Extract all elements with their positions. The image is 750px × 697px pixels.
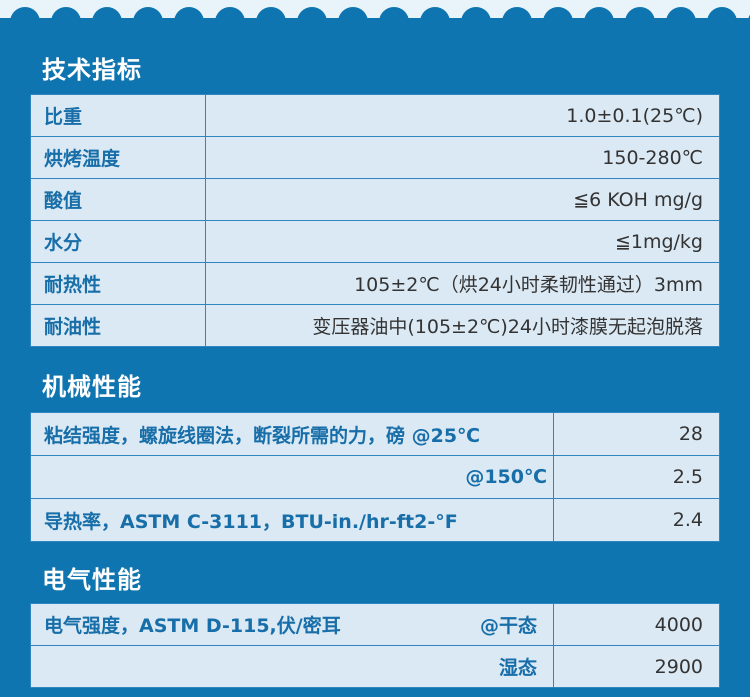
scallop	[51, 7, 81, 37]
scallop	[379, 7, 409, 37]
scallop	[707, 7, 737, 37]
row-condition: @干态	[479, 615, 537, 637]
row-value: 2.4	[553, 498, 720, 542]
scallop	[420, 7, 450, 37]
table-row: 电气强度，ASTM D-115,伏/密耳 @干态 4000	[30, 603, 720, 646]
scallop	[338, 7, 368, 37]
scallop	[461, 7, 491, 37]
mech-table: 粘结强度，螺旋线圈法，断裂所需的力，磅 @25℃ 28 @150℃ 2.5 导热率，AS…	[30, 412, 720, 542]
row-value: 150-280℃	[205, 136, 720, 179]
row-value: 2900	[553, 645, 720, 688]
table-row: 比重 1.0±0.1(25℃)	[30, 94, 720, 137]
scallop	[666, 7, 696, 37]
row-label: 烘烤温度	[30, 136, 206, 179]
row-value: ≦6 KOH mg/g	[205, 178, 720, 221]
table-row: 导热率，ASTM C-3111，BTU-in./hr-ft2-°F 2.4	[30, 498, 720, 542]
table-row: 耐油性 变压器油中(105±2℃)24小时漆膜无起泡脱落	[30, 304, 720, 347]
tech-table: 比重 1.0±0.1(25℃) 烘烤温度 150-280℃ 酸值 ≦6 KOH mg/g 水…	[30, 94, 720, 347]
row-condition: 湿态	[498, 657, 537, 679]
table-row: 粘结强度，螺旋线圈法，断裂所需的力，磅 @25℃ 28	[30, 412, 720, 456]
table-row: 耐热性 105±2℃（烘24小时柔韧性通过）3mm	[30, 262, 720, 305]
scallop	[174, 7, 204, 37]
row-value: ≦1mg/kg	[205, 220, 720, 263]
scallop	[625, 7, 655, 37]
scallop	[256, 7, 286, 37]
table-row: 水分 ≦1mg/kg	[30, 220, 720, 263]
elec-table: 电气强度，ASTM D-115,伏/密耳 @干态 4000 湿态 2900	[30, 603, 720, 688]
scallop	[502, 7, 532, 37]
scallop	[133, 7, 163, 37]
row-label: 导热率，ASTM C-3111，BTU-in./hr-ft2-°F	[30, 498, 554, 542]
row-label: 耐热性	[30, 262, 206, 305]
row-label: 耐油性	[30, 304, 206, 347]
scallop	[584, 7, 614, 37]
section-title-elec: 电气性能	[42, 566, 142, 594]
row-label: 水分	[30, 220, 206, 263]
row-value: 28	[553, 412, 720, 456]
scallop	[297, 7, 327, 37]
row-label: 酸值	[30, 178, 206, 221]
row-label: @150℃	[30, 455, 554, 499]
row-label: 比重	[30, 94, 206, 137]
scallop	[10, 7, 40, 37]
row-label: 电气强度，ASTM D-115,伏/密耳	[44, 615, 341, 637]
scallop	[748, 7, 750, 37]
row-value: 变压器油中(105±2℃)24小时漆膜无起泡脱落	[205, 304, 720, 347]
row-value: 4000	[553, 603, 720, 646]
section-title-tech: 技术指标	[42, 56, 142, 84]
scallop	[92, 7, 122, 37]
section-title-mech: 机械性能	[42, 373, 142, 401]
table-row: 烘烤温度 150-280℃	[30, 136, 720, 179]
scallop	[215, 7, 245, 37]
table-row: 酸值 ≦6 KOH mg/g	[30, 178, 720, 221]
row-value: 1.0±0.1(25℃)	[205, 94, 720, 137]
scallop	[543, 7, 573, 37]
table-row: 湿态 2900	[30, 645, 720, 688]
row-label: 粘结强度，螺旋线圈法，断裂所需的力，磅 @25℃	[30, 412, 554, 456]
row-value: 105±2℃（烘24小时柔韧性通过）3mm	[205, 262, 720, 305]
row-value: 2.5	[553, 455, 720, 499]
table-row: @150℃ 2.5	[30, 455, 720, 499]
